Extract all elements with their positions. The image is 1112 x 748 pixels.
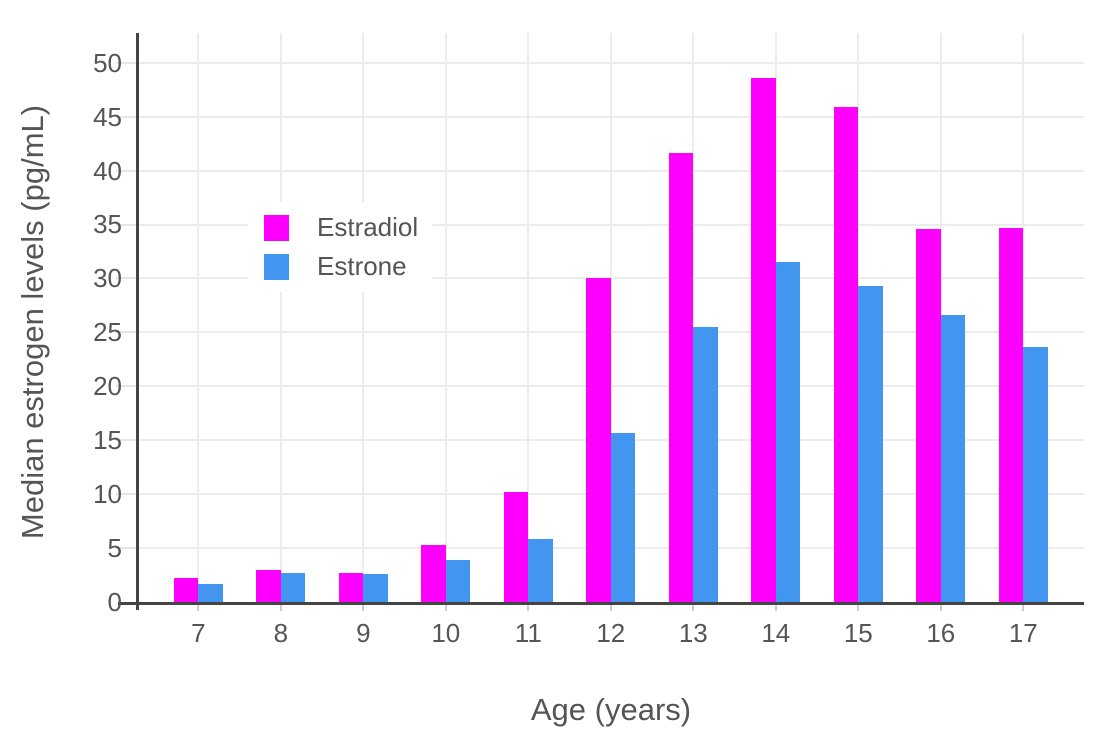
x-tick-mark: [279, 605, 282, 611]
legend-item-estrone[interactable]: Estrone: [264, 247, 418, 286]
y-tick-label: 15: [93, 425, 122, 456]
y-tick-mark: [116, 277, 136, 280]
y-axis-title: Median estrogen levels (pg/mL): [15, 104, 50, 540]
x-tick-mark: [609, 605, 612, 611]
y-tick-label: 20: [93, 371, 122, 402]
y-tick-mark: [116, 439, 136, 442]
y-tick-mark: [116, 169, 136, 172]
x-tick-mark: [939, 605, 942, 611]
x-tick-label: 16: [926, 618, 956, 648]
plot-area: [116, 33, 1084, 611]
bar-estradiol-age-17: [998, 227, 1024, 602]
legend-label-estradiol: Estradiol: [317, 212, 419, 242]
x-tick-label: 10: [431, 618, 461, 648]
x-tick-label: 9: [356, 618, 371, 648]
v-gridline: [444, 33, 447, 602]
x-tick-label: 14: [761, 618, 791, 648]
bar-estradiol-age-9: [338, 572, 364, 602]
bar-estrone-age-7: [198, 583, 223, 602]
x-tick-label: 13: [678, 618, 708, 648]
x-tick-label: 12: [596, 618, 626, 648]
legend-label-estrone: Estrone: [317, 251, 407, 281]
y-tick-label: 35: [93, 209, 122, 240]
y-tick-label: 50: [93, 47, 122, 78]
x-tick-mark: [1022, 605, 1025, 611]
bar-estradiol-age-16: [916, 228, 941, 602]
y-tick-mark: [116, 385, 136, 388]
y-tick-label: 40: [93, 155, 122, 186]
bar-estrone-age-14: [775, 262, 801, 602]
bar-estrone-age-11: [528, 539, 553, 602]
x-tick-label: 15: [843, 618, 873, 648]
bar-estrone-age-8: [280, 572, 306, 602]
v-gridline: [527, 33, 530, 602]
x-axis-title: Age (years): [530, 692, 692, 727]
x-tick-label: 11: [514, 618, 542, 648]
bar-estrone-age-16: [940, 315, 966, 602]
x-tick-mark: [444, 605, 447, 611]
v-gridline: [692, 33, 695, 602]
y-tick-label: 0: [107, 587, 122, 617]
y-tick-mark: [116, 547, 136, 550]
y-tick-label: 45: [93, 101, 122, 132]
y-tick-mark: [116, 223, 136, 226]
bar-estrone-age-13: [693, 326, 718, 602]
bar-estradiol-age-12: [586, 278, 611, 602]
y-tick-label: 5: [107, 533, 122, 564]
bar-estradiol-age-8: [256, 569, 281, 602]
y-axis-line: [136, 33, 139, 610]
estradiol-swatch: [264, 214, 289, 241]
v-gridline: [609, 33, 612, 602]
v-gridline: [1022, 33, 1025, 602]
bar-estrone-age-17: [1023, 347, 1048, 602]
y-tick-label: 30: [93, 263, 122, 294]
bar-estrone-age-15: [858, 285, 883, 602]
x-tick-mark: [774, 605, 777, 611]
estrone-swatch: [264, 253, 289, 280]
bar-estradiol-age-7: [173, 578, 199, 602]
bar-estrone-age-10: [445, 559, 471, 602]
y-tick-mark: [116, 61, 136, 64]
bar-estrone-age-9: [363, 573, 388, 602]
bar-estradiol-age-13: [668, 153, 694, 602]
x-tick-mark: [197, 605, 200, 611]
bar-estradiol-age-15: [833, 106, 859, 602]
x-tick-mark: [857, 605, 860, 611]
y-tick-mark: [116, 331, 136, 334]
v-gridline: [279, 33, 282, 602]
x-tick-mark: [692, 605, 695, 611]
bar-estradiol-age-14: [751, 77, 776, 602]
y-tick-label: 10: [93, 479, 122, 510]
v-gridline: [197, 33, 200, 602]
x-tick-label: 7: [191, 618, 206, 648]
v-gridline: [362, 33, 365, 602]
bar-estrone-age-12: [610, 432, 636, 602]
y-tick-mark: [116, 493, 136, 496]
x-tick-mark: [362, 605, 365, 611]
x-axis-line: [118, 602, 1084, 605]
legend-item-estradiol[interactable]: Estradiol: [264, 208, 418, 247]
bar-estradiol-age-11: [503, 491, 529, 602]
y-tick-label: 25: [93, 317, 122, 348]
x-tick-label: 8: [273, 618, 289, 648]
bar-estradiol-age-10: [421, 544, 446, 602]
x-tick-mark: [527, 605, 530, 611]
legend: Estradiol Estrone: [248, 202, 433, 292]
x-tick-label: 17: [1008, 618, 1038, 648]
y-tick-mark: [116, 115, 136, 118]
